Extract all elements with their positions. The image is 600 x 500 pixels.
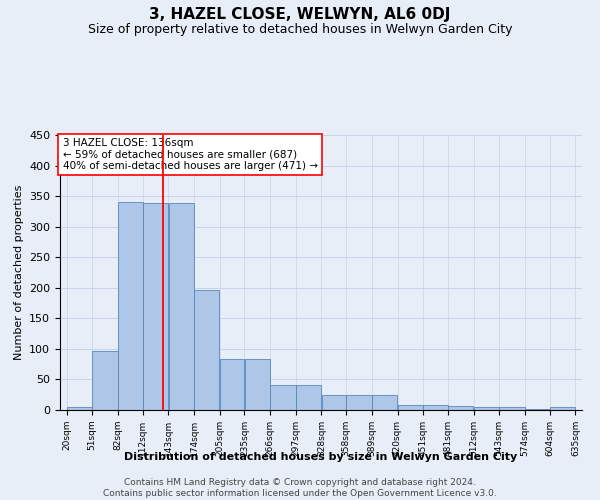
Bar bbox=[346, 396, 371, 410]
Bar bbox=[398, 404, 423, 410]
Text: 3, HAZEL CLOSE, WELWYN, AL6 0DJ: 3, HAZEL CLOSE, WELWYN, AL6 0DJ bbox=[149, 8, 451, 22]
Bar bbox=[296, 385, 321, 410]
Y-axis label: Number of detached properties: Number of detached properties bbox=[14, 185, 23, 360]
Text: 3 HAZEL CLOSE: 136sqm
← 59% of detached houses are smaller (687)
40% of semi-det: 3 HAZEL CLOSE: 136sqm ← 59% of detached … bbox=[62, 138, 317, 171]
Text: Distribution of detached houses by size in Welwyn Garden City: Distribution of detached houses by size … bbox=[124, 452, 518, 462]
Bar bbox=[424, 404, 448, 410]
Bar bbox=[143, 204, 168, 410]
Bar bbox=[245, 358, 270, 410]
Bar bbox=[448, 406, 473, 410]
Bar bbox=[271, 385, 296, 410]
Bar bbox=[169, 204, 194, 410]
Text: Contains HM Land Registry data © Crown copyright and database right 2024.
Contai: Contains HM Land Registry data © Crown c… bbox=[103, 478, 497, 498]
Bar bbox=[322, 394, 346, 410]
Bar bbox=[550, 407, 575, 410]
Bar bbox=[474, 407, 499, 410]
Bar bbox=[194, 290, 220, 410]
Text: Size of property relative to detached houses in Welwyn Garden City: Size of property relative to detached ho… bbox=[88, 22, 512, 36]
Bar bbox=[525, 409, 550, 410]
Bar bbox=[372, 396, 397, 410]
Bar bbox=[67, 407, 92, 410]
Bar bbox=[220, 358, 244, 410]
Bar bbox=[118, 202, 143, 410]
Bar bbox=[499, 407, 525, 410]
Bar bbox=[92, 350, 118, 410]
